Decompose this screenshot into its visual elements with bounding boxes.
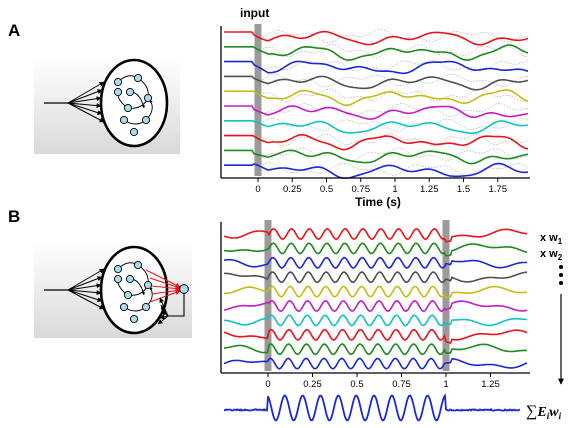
panel-b-tick-label: 1.25 [481,379,500,390]
panel-a-x-axis-title: Time (s) [355,195,401,209]
panel-b-input-pulses [264,220,450,371]
panel-a-trace-reference [259,88,529,102]
panel-a-input-label: input [240,6,269,20]
panel-b-network-diagram [34,242,192,338]
panel-a-tick-label: 1 [392,184,397,195]
panel-a-tick-label: 0.75 [352,184,371,195]
panel-b-tick-label: 0.25 [303,379,322,390]
sum-label: ∑Eiwi [526,403,562,421]
panel-a-trace-reference [259,60,529,72]
panel-b-trace [223,227,528,243]
panel-a-input-pulses [254,24,262,176]
panel-b-trace [223,314,527,327]
panel-a-trace [224,75,529,91]
weight-label-2: x w2 [540,248,563,262]
panel-b-tick-label: 0.5 [350,379,363,390]
panel-b-input-pulse [264,220,272,371]
panel-a-trace-reference [259,118,529,132]
panel-b-trace [223,256,527,269]
panel-a-trace [224,30,529,46]
panel-a-trace-reference [259,44,529,58]
panel-a-trace-reference [259,73,529,88]
panel-a-trace [224,105,529,120]
panel-a-trace-reference [259,103,529,117]
panel-a-input-fan [67,81,105,123]
panel-b-trace [223,299,528,313]
panel-b-trace [223,357,528,370]
panel-a-tick-label: 1.75 [489,184,508,195]
panel-a-input-pulse [254,24,262,176]
panel-a-trace [224,44,529,61]
panel-a-trace [224,60,529,75]
panel-b-tick-label: 0.75 [392,379,411,390]
panel-a-trace-reference [259,162,529,176]
panel-a-letter: A [8,21,20,40]
panel-b-traces [223,227,528,370]
panel-b-trace [224,271,528,284]
panel-b-trace [224,285,528,299]
panel-a-x-ticks: 0 0.25 0.5 0.75 1 1.25 1.5 1.75 [255,178,507,195]
panel-a-trace [224,149,529,165]
panel-a-reservoir-nodes [113,73,153,137]
weight-ellipsis-dots [559,265,563,285]
panel-a-trace-plot: input 0 0.25 0.5 0.75 1 1.25 1.5 1.75 Time (s) [220,6,530,209]
panel-b-output-signal [223,393,521,422]
panel-b-trace [223,343,528,356]
panel-a-trace-reference [259,133,529,147]
panel-a-tick-label: 0.5 [320,184,333,195]
panel-a-tick-label: 1.25 [420,184,439,195]
panel-b-trace-plot: 0 0.25 0.5 0.75 1 1.25 x w1 x w2 ∑Eiwi [220,220,564,422]
panel-b-reservoir-nodes [113,260,153,324]
panel-b-trace [223,328,528,344]
panel-a-trace-reference [259,29,529,43]
weight-label-1: x w1 [540,232,563,246]
panel-b-input-fan [67,268,105,310]
panel-b-feedback-line [168,293,185,317]
panel-b-readout-fan [145,269,181,303]
panel-b-letter: B [8,207,20,226]
panel-b-x-ticks: 0 0.25 0.5 0.75 1 1.25 [265,373,500,390]
panel-b-feedback-fan [157,297,169,325]
panel-b-tick-label: 1 [443,379,448,390]
panel-a-tick-label: 0 [255,184,260,195]
panel-a-trace [224,162,529,180]
panel-a-tick-label: 0.25 [283,184,302,195]
panel-b-trace [223,242,528,257]
panel-a-tick-label: 1.5 [457,184,470,195]
panel-a-trace [224,89,529,107]
panel-b-output-trace [223,393,521,422]
panel-a-trace [224,120,529,135]
panel-a-network-diagram [34,58,180,154]
panel-a-traces [224,29,529,180]
panel-b-input-pulse [442,220,450,371]
panel-b-output-node [179,284,189,294]
panel-b-tick-label: 0 [265,379,270,390]
panel-a-trace [224,133,529,151]
panel-a-trace-reference [259,147,529,162]
